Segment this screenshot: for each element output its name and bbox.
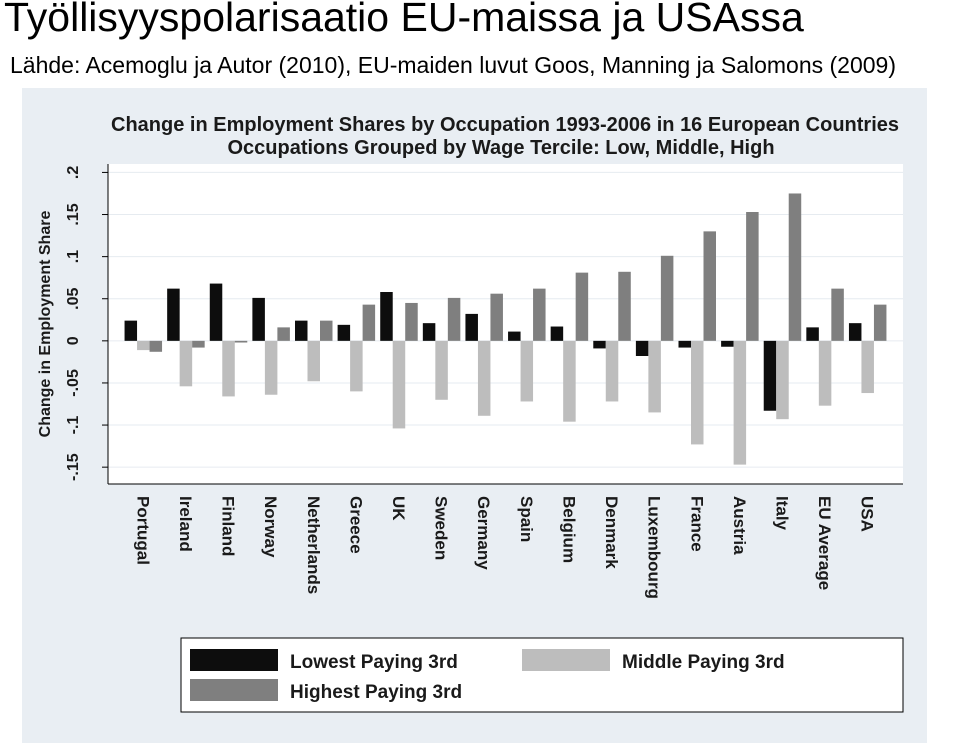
bar-highest-italy xyxy=(788,193,802,341)
bar-lowest-netherlands xyxy=(295,320,308,341)
bar-middle-italy xyxy=(776,340,789,420)
bar-highest-belgium xyxy=(575,272,589,341)
bar-lowest-greece xyxy=(337,324,351,341)
bar-lowest-finland xyxy=(209,283,223,341)
x-tick-label-uk: UK xyxy=(389,496,408,521)
bar-highest-ireland xyxy=(192,340,205,348)
x-tick-label-italy: Italy xyxy=(772,496,791,531)
bar-lowest-spain xyxy=(508,331,521,341)
x-tick-label-portugal: Portugal xyxy=(133,496,152,565)
bar-highest-germany xyxy=(490,293,503,341)
bar-highest-finland xyxy=(234,340,248,343)
bar-middle-uk xyxy=(392,340,406,429)
legend-swatch-middle xyxy=(522,649,610,671)
bar-highest-spain xyxy=(533,288,546,341)
bar-lowest-norway xyxy=(252,297,265,341)
bar-highest-netherlands xyxy=(320,320,333,341)
legend-label-lowest: Lowest Paying 3rd xyxy=(290,652,458,673)
bar-highest-norway xyxy=(277,327,290,341)
y-tick-label: -.05 xyxy=(65,369,82,397)
x-tick-label-austria: Austria xyxy=(730,496,749,555)
bar-lowest-sweden xyxy=(422,323,436,341)
x-tick-label-luxembourg: Luxembourg xyxy=(645,496,664,599)
y-axis-label: Change in Employment Share xyxy=(37,211,54,438)
x-tick-label-finland: Finland xyxy=(219,496,238,556)
bar-highest-eu-average xyxy=(831,288,844,341)
bar-middle-denmark xyxy=(605,340,619,402)
x-tick-label-france: France xyxy=(687,496,706,552)
bar-highest-portugal xyxy=(149,340,163,352)
bar-middle-austria xyxy=(733,340,747,465)
bar-middle-germany xyxy=(477,340,491,416)
y-tick-label: -.15 xyxy=(65,453,82,481)
y-tick-label: .2 xyxy=(65,166,82,179)
x-tick-label-denmark: Denmark xyxy=(602,496,621,569)
bar-lowest-italy xyxy=(763,340,777,411)
chart-panel: Change in Employment Shares by Occupatio… xyxy=(22,88,927,743)
bar-highest-uk xyxy=(405,302,418,341)
bar-middle-spain xyxy=(520,340,534,402)
x-tick-label-germany: Germany xyxy=(474,496,493,570)
plot-area xyxy=(108,164,903,484)
x-tick-label-usa: USA xyxy=(858,496,877,532)
bar-middle-eu-average xyxy=(818,340,832,406)
bar-middle-portugal xyxy=(137,340,150,351)
y-tick-label: .1 xyxy=(65,250,82,263)
bar-middle-norway xyxy=(264,340,278,395)
bar-lowest-denmark xyxy=(593,340,606,349)
bar-lowest-portugal xyxy=(124,320,138,341)
x-tick-label-sweden: Sweden xyxy=(432,496,451,560)
bar-lowest-france xyxy=(678,340,691,348)
bar-highest-greece xyxy=(362,304,376,341)
bar-lowest-austria xyxy=(721,340,734,347)
chart-title: Change in Employment Shares by Occupatio… xyxy=(111,114,899,136)
legend-swatch-lowest xyxy=(190,649,278,671)
legend-label-middle: Middle Paying 3rd xyxy=(622,652,785,673)
bar-highest-denmark xyxy=(618,271,631,341)
bar-middle-france xyxy=(691,340,704,445)
legend-label-highest: Highest Paying 3rd xyxy=(290,682,462,703)
y-tick-label: .15 xyxy=(65,203,82,225)
bar-highest-france xyxy=(703,231,716,341)
x-tick-label-norway: Norway xyxy=(261,496,280,558)
bar-middle-greece xyxy=(350,340,363,392)
bar-middle-belgium xyxy=(563,340,576,422)
x-tick-label-netherlands: Netherlands xyxy=(304,496,323,594)
bar-lowest-germany xyxy=(465,313,478,341)
bar-highest-luxembourg xyxy=(660,255,674,341)
bar-highest-usa xyxy=(873,304,887,341)
bar-lowest-uk xyxy=(380,292,393,341)
bar-middle-sweden xyxy=(435,340,448,400)
bar-lowest-luxembourg xyxy=(635,340,649,356)
y-tick-label: 0 xyxy=(65,336,82,345)
chart-subtitle: Occupations Grouped by Wage Tercile: Low… xyxy=(227,137,774,159)
x-tick-label-ireland: Ireland xyxy=(176,496,195,552)
x-tick-label-belgium: Belgium xyxy=(559,496,578,563)
bars xyxy=(124,193,887,465)
bar-lowest-belgium xyxy=(550,326,564,341)
bar-highest-austria xyxy=(746,212,759,341)
slide-title: Työllisyyspolarisaatio EU-maissa ja USAs… xyxy=(4,0,804,40)
bar-lowest-usa xyxy=(848,323,862,341)
x-tick-label-greece: Greece xyxy=(346,496,365,554)
bar-highest-sweden xyxy=(447,297,461,341)
x-axis-ticks: Portugal Ireland Finland Norway Netherlands G… xyxy=(133,496,876,599)
x-tick-label-spain: Spain xyxy=(517,496,536,542)
slide-source: Lähde: Acemoglu ja Autor (2010), EU-maid… xyxy=(10,52,897,78)
legend-swatch-highest xyxy=(190,679,278,701)
bar-middle-usa xyxy=(861,340,874,394)
bar-lowest-ireland xyxy=(167,288,180,341)
bar-lowest-eu-average xyxy=(806,327,819,341)
bar-middle-luxembourg xyxy=(648,340,661,413)
bar-chart: Change in Employment Shares by Occupatio… xyxy=(37,114,904,713)
x-tick-label-eu-average: EU Average xyxy=(815,496,834,590)
bar-middle-netherlands xyxy=(307,340,320,382)
bar-middle-ireland xyxy=(179,340,193,387)
y-tick-label: -.1 xyxy=(65,416,82,435)
bar-middle-finland xyxy=(222,340,235,397)
y-tick-label: .05 xyxy=(65,288,82,310)
y-axis-ticks: -.15 -.1 -.05 0 .05 .1 .15 .2 xyxy=(65,166,108,481)
